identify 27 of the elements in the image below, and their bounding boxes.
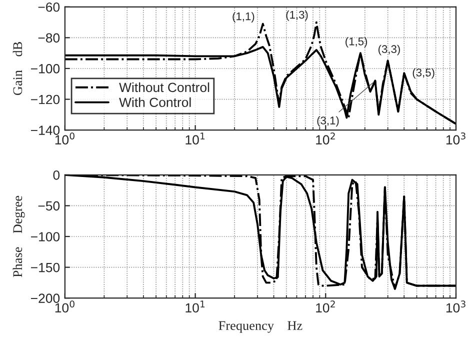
x-tick-label: 10$^{3}$ — [446, 132, 466, 145]
x-tick-label: 10$^{2}$ — [316, 300, 335, 313]
x-axis-title: Frequency Hz — [218, 321, 302, 333]
y-axis-title: Phase Degree — [12, 196, 25, 278]
y-axis-title: Gain dB — [12, 42, 22, 96]
y-tick-label: −100 — [31, 232, 60, 242]
y-tick-label: −120 — [31, 94, 60, 104]
legend-label: With Control — [119, 97, 191, 108]
x-tick-label: 10$^{1}$ — [186, 132, 205, 145]
annotation: (1,3) — [286, 10, 308, 21]
y-tick-label: 0 — [53, 170, 60, 180]
annotation: (1,1) — [232, 12, 254, 22]
x-tick-label: 10$^{3}$ — [446, 300, 466, 313]
y-tick-label: −150 — [31, 262, 60, 272]
annotation: (3,1) — [317, 116, 339, 127]
legend-label: Without Control — [119, 82, 210, 92]
y-tick-label: −200 — [31, 294, 60, 303]
annotation: (1,5) — [346, 37, 368, 48]
y-tick-label: −100 — [31, 64, 60, 74]
y-tick-label: −50 — [38, 201, 60, 211]
y-tick-label: −60 — [38, 2, 60, 12]
x-tick-label: 10$^{1}$ — [186, 300, 205, 313]
y-tick-label: −80 — [38, 33, 60, 43]
annotation: (3,5) — [412, 68, 434, 79]
annotation: (3,3) — [378, 44, 400, 56]
y-tick-label: −140 — [31, 126, 60, 135]
x-tick-label: 10$^{2}$ — [316, 132, 335, 145]
